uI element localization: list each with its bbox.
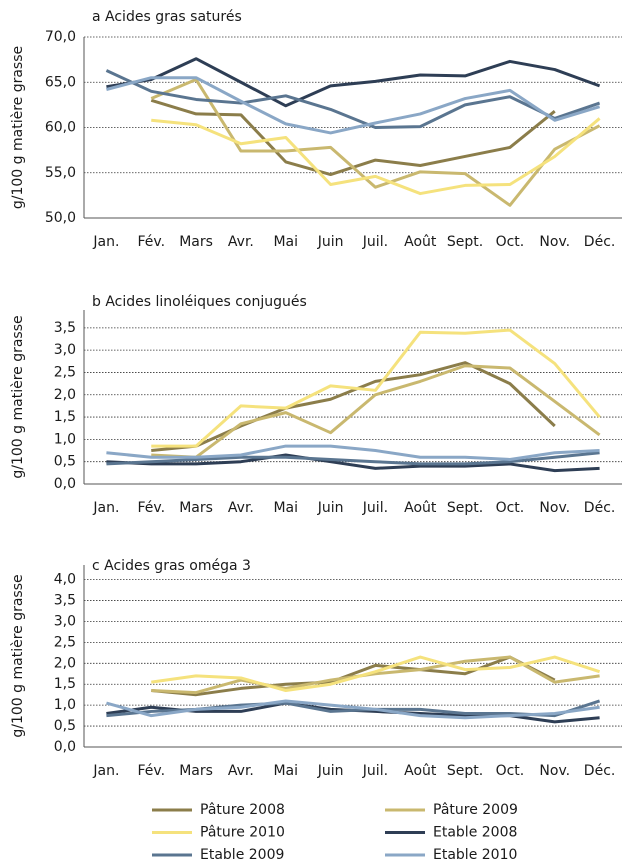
series-line bbox=[151, 117, 601, 196]
x-tick-label: Nov. bbox=[539, 763, 570, 779]
y-tick-label: 3,5 bbox=[54, 320, 76, 336]
legend-label: Etable 2008 bbox=[433, 825, 517, 841]
x-tick-label: Fév. bbox=[137, 500, 165, 516]
chart-title: b Acides linoléiques conjugués bbox=[92, 294, 307, 310]
y-tick-label: 0,5 bbox=[54, 454, 76, 470]
y-tick-label: 3,5 bbox=[54, 593, 76, 609]
x-tick-label: Juin bbox=[317, 500, 344, 516]
x-tick-label: Juin bbox=[317, 763, 344, 779]
x-tick-label: Jan. bbox=[92, 763, 119, 779]
series-line bbox=[151, 361, 556, 453]
x-tick-label: Mai bbox=[273, 763, 298, 779]
legend-label: Pâture 2008 bbox=[200, 802, 285, 818]
y-tick-label: 65,0 bbox=[45, 74, 76, 90]
series-line bbox=[151, 328, 601, 448]
y-tick-label: 2,5 bbox=[54, 634, 76, 650]
y-tick-label: 4,0 bbox=[54, 572, 76, 588]
series-line bbox=[106, 453, 600, 473]
x-tick-label: Déc. bbox=[584, 234, 616, 250]
y-tick-label: 2,0 bbox=[54, 387, 76, 403]
x-tick-label: Oct. bbox=[496, 500, 525, 516]
y-tick-label: 3,0 bbox=[54, 613, 76, 629]
x-tick-label: Avr. bbox=[228, 500, 254, 516]
y-tick-label: 50,0 bbox=[45, 210, 76, 226]
x-tick-label: Jan. bbox=[92, 500, 119, 516]
chart-title: c Acides gras oméga 3 bbox=[92, 558, 251, 574]
y-axis-label: g/100 g matière grasse bbox=[10, 574, 26, 737]
y-tick-label: 55,0 bbox=[45, 165, 76, 181]
series-line bbox=[150, 78, 601, 207]
x-tick-label: Mai bbox=[273, 234, 298, 250]
y-tick-label: 1,0 bbox=[54, 431, 76, 447]
x-tick-label: Sept. bbox=[447, 763, 483, 779]
x-tick-label: Jan. bbox=[92, 234, 119, 250]
y-tick-label: 60,0 bbox=[45, 120, 76, 136]
x-tick-label: Août bbox=[404, 500, 437, 516]
y-tick-label: 0,0 bbox=[54, 476, 76, 492]
series-line bbox=[106, 76, 601, 135]
x-tick-label: Sept. bbox=[447, 500, 483, 516]
x-tick-label: Mars bbox=[179, 500, 213, 516]
y-tick-label: 1,5 bbox=[54, 409, 76, 425]
x-tick-label: Mars bbox=[179, 234, 213, 250]
x-tick-label: Août bbox=[404, 763, 437, 779]
x-tick-label: Août bbox=[404, 234, 437, 250]
x-tick-label: Mars bbox=[179, 763, 213, 779]
x-tick-label: Déc. bbox=[584, 500, 616, 516]
y-tick-label: 0,5 bbox=[54, 718, 76, 734]
legend-label: Etable 2009 bbox=[200, 847, 284, 863]
legend-label: Etable 2010 bbox=[433, 847, 517, 863]
x-tick-label: Oct. bbox=[496, 234, 525, 250]
x-tick-label: Sept. bbox=[447, 234, 483, 250]
x-tick-label: Nov. bbox=[539, 234, 570, 250]
y-tick-label: 1,5 bbox=[54, 676, 76, 692]
y-tick-label: 0,0 bbox=[54, 739, 76, 755]
y-axis-label: g/100 g matière grasse bbox=[10, 315, 26, 478]
x-tick-label: Avr. bbox=[228, 234, 254, 250]
series-line bbox=[151, 655, 556, 697]
x-tick-label: Déc. bbox=[584, 763, 616, 779]
x-tick-label: Juil. bbox=[362, 500, 388, 516]
series-line bbox=[106, 699, 600, 720]
x-tick-label: Nov. bbox=[539, 500, 570, 516]
series-line bbox=[106, 444, 600, 461]
y-tick-label: 3,0 bbox=[54, 342, 76, 358]
series-line bbox=[150, 98, 556, 177]
chart-title: a Acides gras saturés bbox=[92, 9, 242, 25]
x-tick-label: Juil. bbox=[362, 763, 388, 779]
x-tick-label: Juin bbox=[317, 234, 344, 250]
x-tick-label: Fév. bbox=[137, 763, 165, 779]
series-line bbox=[105, 69, 601, 129]
y-tick-label: 70,0 bbox=[45, 29, 76, 45]
y-axis-label: g/100 g matière grasse bbox=[10, 46, 26, 209]
legend-label: Pâture 2010 bbox=[200, 825, 285, 841]
x-tick-label: Juil. bbox=[362, 234, 388, 250]
y-tick-label: 2,5 bbox=[54, 364, 76, 380]
series-line bbox=[106, 57, 601, 108]
x-tick-label: Avr. bbox=[228, 763, 254, 779]
y-tick-label: 2,0 bbox=[54, 655, 76, 671]
series-line bbox=[151, 364, 601, 459]
series-line bbox=[151, 655, 601, 693]
legend-label: Pâture 2009 bbox=[433, 802, 518, 818]
y-tick-label: 1,0 bbox=[54, 697, 76, 713]
x-tick-label: Fév. bbox=[137, 234, 165, 250]
series-line bbox=[106, 451, 600, 466]
x-tick-label: Mai bbox=[273, 500, 298, 516]
x-tick-label: Oct. bbox=[496, 763, 525, 779]
